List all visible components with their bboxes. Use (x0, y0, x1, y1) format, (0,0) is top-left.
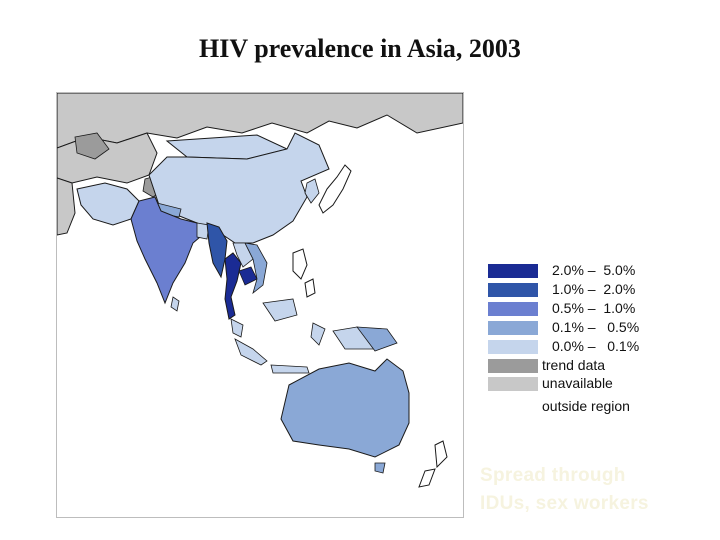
legend-label-4: 0.1% – 0.5% (552, 319, 640, 335)
region-west (56, 177, 76, 236)
legend-label-5: 0.0% – 0.1% (552, 338, 640, 354)
legend-row-3: 0.5% – 1.0% (488, 300, 688, 316)
map-svg (56, 92, 464, 488)
callout-line-2: IDUs, sex workers (480, 493, 649, 514)
region-trend-a (74, 132, 110, 160)
region-new-zealand (418, 440, 448, 488)
legend-swatch-3 (488, 302, 538, 316)
legend-label-1: 2.0% – 5.0% (552, 262, 636, 278)
legend-row-5: 0.0% – 0.1% (488, 338, 688, 354)
legend-row-unavailable: unavailable (488, 375, 688, 391)
legend-swatch-outside (488, 377, 538, 391)
region-tasmania (374, 462, 386, 474)
region-sri-lanka (170, 296, 180, 312)
region-pakistan (76, 182, 140, 226)
legend-label-trend: trend data (542, 357, 606, 373)
region-bangladesh (196, 222, 210, 240)
legend-swatch-trend (488, 359, 538, 373)
asia-map (56, 92, 464, 518)
legend-label-outside: outside region (542, 398, 630, 414)
region-australia (280, 358, 410, 458)
callout-text: Spread through IDUs, sex workers (480, 462, 649, 518)
region-philippines (292, 248, 316, 298)
legend-swatch-1 (488, 264, 538, 278)
region-india (130, 196, 208, 305)
region-thailand (224, 252, 242, 320)
region-png (356, 326, 398, 352)
legend-row-1: 2.0% – 5.0% (488, 262, 688, 278)
legend-swatch-4 (488, 321, 538, 335)
region-malaysia (230, 298, 298, 338)
region-china (148, 132, 330, 244)
legend-row-2: 1.0% – 2.0% (488, 281, 688, 297)
region-korea (304, 178, 320, 204)
region-japan (318, 164, 352, 214)
region-indonesia (234, 322, 384, 374)
region-vietnam (244, 242, 268, 295)
legend-label-2: 1.0% – 2.0% (552, 281, 636, 297)
legend-row-trend: trend data (488, 357, 688, 373)
legend-label-3: 0.5% – 1.0% (552, 300, 636, 316)
legend-label-unavailable: unavailable (542, 375, 613, 391)
legend-swatch-2 (488, 283, 538, 297)
map-title: HIV prevalence in Asia, 2003 (199, 34, 521, 63)
callout-line-1: Spread through (480, 465, 626, 486)
region-cambodia (238, 266, 258, 286)
legend-swatch-5 (488, 340, 538, 354)
legend-row-4: 0.1% – 0.5% (488, 319, 688, 335)
region-myanmar (206, 222, 228, 279)
